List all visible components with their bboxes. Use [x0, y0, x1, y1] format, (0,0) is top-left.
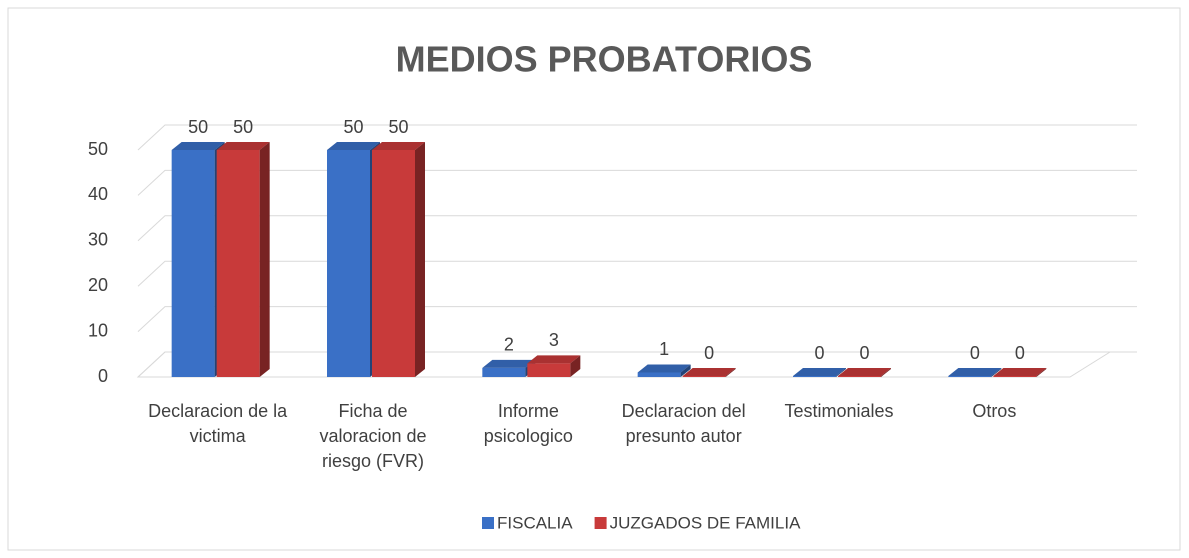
- bar: [838, 368, 891, 377]
- y-tick-label: 30: [88, 230, 108, 250]
- bar-front: [682, 376, 726, 377]
- data-label: 50: [233, 117, 253, 137]
- data-label: 0: [814, 343, 824, 363]
- bar-top: [682, 368, 736, 376]
- bar-side: [1036, 368, 1047, 377]
- data-label: 0: [704, 343, 714, 363]
- grid-line: [137, 260, 1137, 287]
- data-label: 3: [549, 330, 559, 350]
- bar-top: [216, 142, 270, 150]
- bar-side: [991, 368, 1002, 377]
- x-tick-label: Informe psicologico: [483, 401, 573, 446]
- bar-top: [482, 359, 536, 368]
- bar-top: [993, 368, 1047, 376]
- x-tick-label: Testimoniales: [784, 401, 894, 421]
- bar-top: [793, 368, 846, 376]
- x-tick-label: Otros: [972, 401, 1017, 421]
- bar-top: [171, 142, 225, 150]
- bar: [637, 364, 691, 377]
- data-label: 0: [859, 343, 869, 363]
- bar-front: [171, 150, 215, 377]
- legend-label: JUZGADOS DE FAMILIA: [610, 513, 801, 532]
- y-tick-label: 20: [88, 275, 108, 295]
- bar-front: [327, 150, 370, 377]
- bar: [993, 368, 1047, 377]
- bar-top: [838, 368, 891, 376]
- data-label: 50: [343, 117, 363, 137]
- grid-line: [137, 124, 1137, 151]
- legend-swatch: [594, 517, 607, 529]
- bar: [372, 142, 425, 377]
- bar-side: [725, 368, 736, 377]
- data-label: 0: [970, 343, 980, 363]
- y-tick-label: 50: [88, 139, 108, 159]
- bar-side: [881, 368, 891, 377]
- legend-swatch: [482, 517, 494, 529]
- bar-front: [948, 376, 992, 377]
- data-label: 50: [188, 117, 208, 137]
- bar: [527, 355, 581, 377]
- bar: [216, 142, 270, 377]
- legend-label: FISCALIA: [497, 513, 573, 532]
- chart-title: MEDIOS PROBATORIOS: [396, 39, 813, 80]
- x-tick-label: Declaracion del presunto autor: [621, 401, 746, 446]
- bar-front: [527, 363, 571, 377]
- bar-top: [372, 142, 425, 150]
- bar: [793, 368, 846, 377]
- bar-side: [259, 142, 270, 377]
- bar-side: [415, 142, 425, 377]
- bar-front: [482, 367, 526, 377]
- data-label: 50: [388, 117, 408, 137]
- bar-side: [570, 355, 581, 377]
- grid-line: [137, 169, 1137, 196]
- bar: [948, 368, 1002, 377]
- y-tick-label: 40: [88, 184, 108, 204]
- bar-top: [327, 142, 380, 150]
- x-tick-label: Ficha de valoracion de riesgo (FVR): [319, 401, 427, 471]
- bar-front: [793, 376, 836, 377]
- bar-top: [637, 364, 691, 373]
- data-label: 1: [659, 339, 669, 359]
- grid-line: [137, 215, 1137, 242]
- data-label: 0: [1015, 343, 1025, 363]
- bar-front: [372, 150, 415, 377]
- bar-front: [216, 150, 260, 377]
- y-tick-label: 10: [88, 320, 108, 340]
- bar-front: [993, 376, 1037, 377]
- bar-front: [838, 376, 881, 377]
- bar-top: [527, 355, 581, 364]
- bar-side: [680, 364, 691, 377]
- grid-line: [137, 351, 1137, 378]
- grid-line: [137, 306, 1137, 332]
- bar-top: [948, 368, 1002, 376]
- bar: [682, 368, 736, 377]
- x-tick-label: Declaracion de la victima: [148, 401, 288, 446]
- y-tick-label: 0: [98, 366, 108, 386]
- bar-front: [637, 372, 681, 377]
- data-label: 2: [504, 335, 514, 355]
- bar-side: [836, 368, 846, 377]
